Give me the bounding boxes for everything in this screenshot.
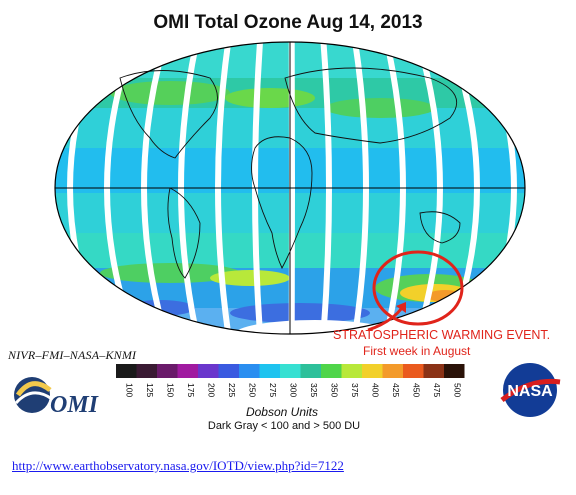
colorbar-swatch [382,364,403,378]
colorbar-tick-label: 425 [391,383,401,397]
colorbar-tick-label: 250 [247,383,257,397]
colorbar-swatch [321,364,342,378]
colorbar-tick-label: 300 [288,383,298,397]
colorbar-swatch [403,364,424,378]
colorbar-tick-label: 375 [350,383,360,397]
ozone-map-svg [54,41,526,335]
annotation-sub: First week in August [363,344,471,358]
colorbar-tick-label: 100 [124,383,134,397]
ozone-map [50,38,530,338]
colorbar-swatch [280,364,301,378]
colorbar-tick-label: 175 [186,383,196,397]
colorbar-swatch [362,364,383,378]
colorbar-swatch [259,364,280,378]
omi-logo-icon [14,377,53,413]
colorbar-swatch [177,364,198,378]
colorbar-swatch [239,364,260,378]
red-circle-icon [372,250,464,326]
colorbar-swatch [157,364,178,378]
colorbar-tick-label: 450 [411,383,421,397]
map-title: OMI Total Ozone Aug 14, 2013 [153,12,423,33]
colorbar-tick-label: 350 [329,383,339,397]
red-arrow-icon [367,307,404,332]
colorbar-swatch [300,364,321,378]
colorbar-tick-label: 475 [432,383,442,397]
colorbar-swatch [136,364,157,378]
colorbar-tick-label: 200 [206,383,216,397]
nasa-logo-icon: NASA [500,363,561,417]
colorbar-swatch [116,364,137,378]
colorbar-swatch [423,364,444,378]
colorbar-tick-label: 275 [268,383,278,397]
colorbar-swatch [444,364,465,378]
omi-logo-text: OMI [50,392,99,418]
source-link[interactable]: http://www.earthobservatory.nasa.gov/IOT… [12,458,344,473]
colorbar-swatch [341,364,362,378]
colorbar-tick-label: 325 [309,383,319,397]
colorbar-tick-label: 150 [165,383,175,397]
colorbar-tick-label: 500 [452,383,462,397]
colorbar-tick-label: 125 [145,383,155,397]
colorbar-swatch [198,364,219,378]
colorbar-swatch [218,364,239,378]
colorbar-tick-label: 400 [370,383,380,397]
colorbar-units: Dobson Units [245,405,319,419]
colorbar-tick-label: 225 [227,383,237,397]
svg-text:NASA: NASA [507,383,553,400]
colorbar: 100 125 150 175 200 225 250 275 300 325 350 375 400 4… [112,362,468,402]
annotation-main: STRATOSPHERIC WARMING EVENT. [333,328,551,342]
colorbar-note: Dark Gray < 100 and > 500 DU [207,420,361,432]
credit-line: NIVR–FMI–NASA–KNMI [8,348,137,362]
